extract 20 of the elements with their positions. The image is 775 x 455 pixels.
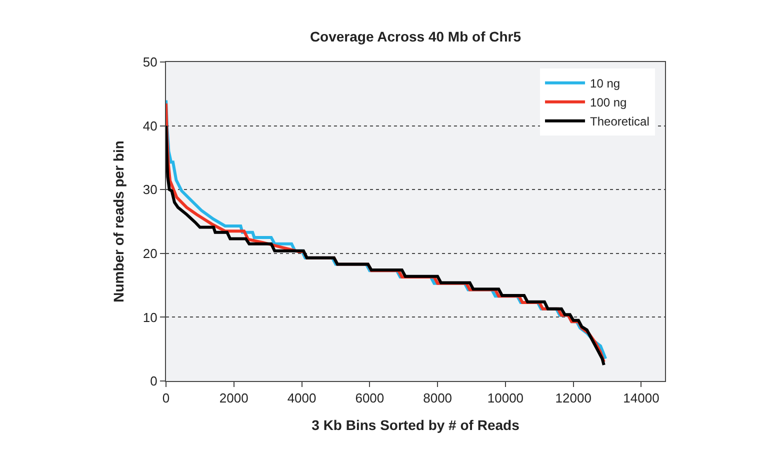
x-tick-label: 8000 bbox=[423, 390, 452, 406]
y-tick-label: 10 bbox=[142, 310, 158, 325]
x-tick-label: 0 bbox=[162, 390, 170, 406]
x-tick-label: 2000 bbox=[219, 390, 248, 406]
y-tick-label: 30 bbox=[142, 182, 158, 198]
x-axis-title: 3 Kb Bins Sorted by # of Reads bbox=[312, 416, 520, 433]
x-tick-label: 4000 bbox=[287, 390, 316, 406]
y-axis-title: Number of reads per bin bbox=[110, 140, 127, 302]
y-tick-label: 20 bbox=[142, 246, 158, 261]
y-tick-label: 0 bbox=[150, 374, 158, 389]
x-tick-label: 12000 bbox=[555, 390, 592, 406]
chart-title: Coverage Across 40 Mb of Chr5 bbox=[310, 28, 522, 45]
x-tick-label: 14000 bbox=[623, 390, 660, 406]
y-tick-label: 50 bbox=[142, 54, 158, 70]
x-tick-label: 6000 bbox=[355, 390, 384, 406]
legend-label: Theoretical bbox=[590, 114, 650, 129]
y-tick-label: 40 bbox=[142, 118, 158, 134]
x-tick-label: 10000 bbox=[487, 390, 524, 406]
legend-label: 100 ng bbox=[590, 96, 627, 110]
legend-label: 10 ng bbox=[590, 76, 620, 91]
